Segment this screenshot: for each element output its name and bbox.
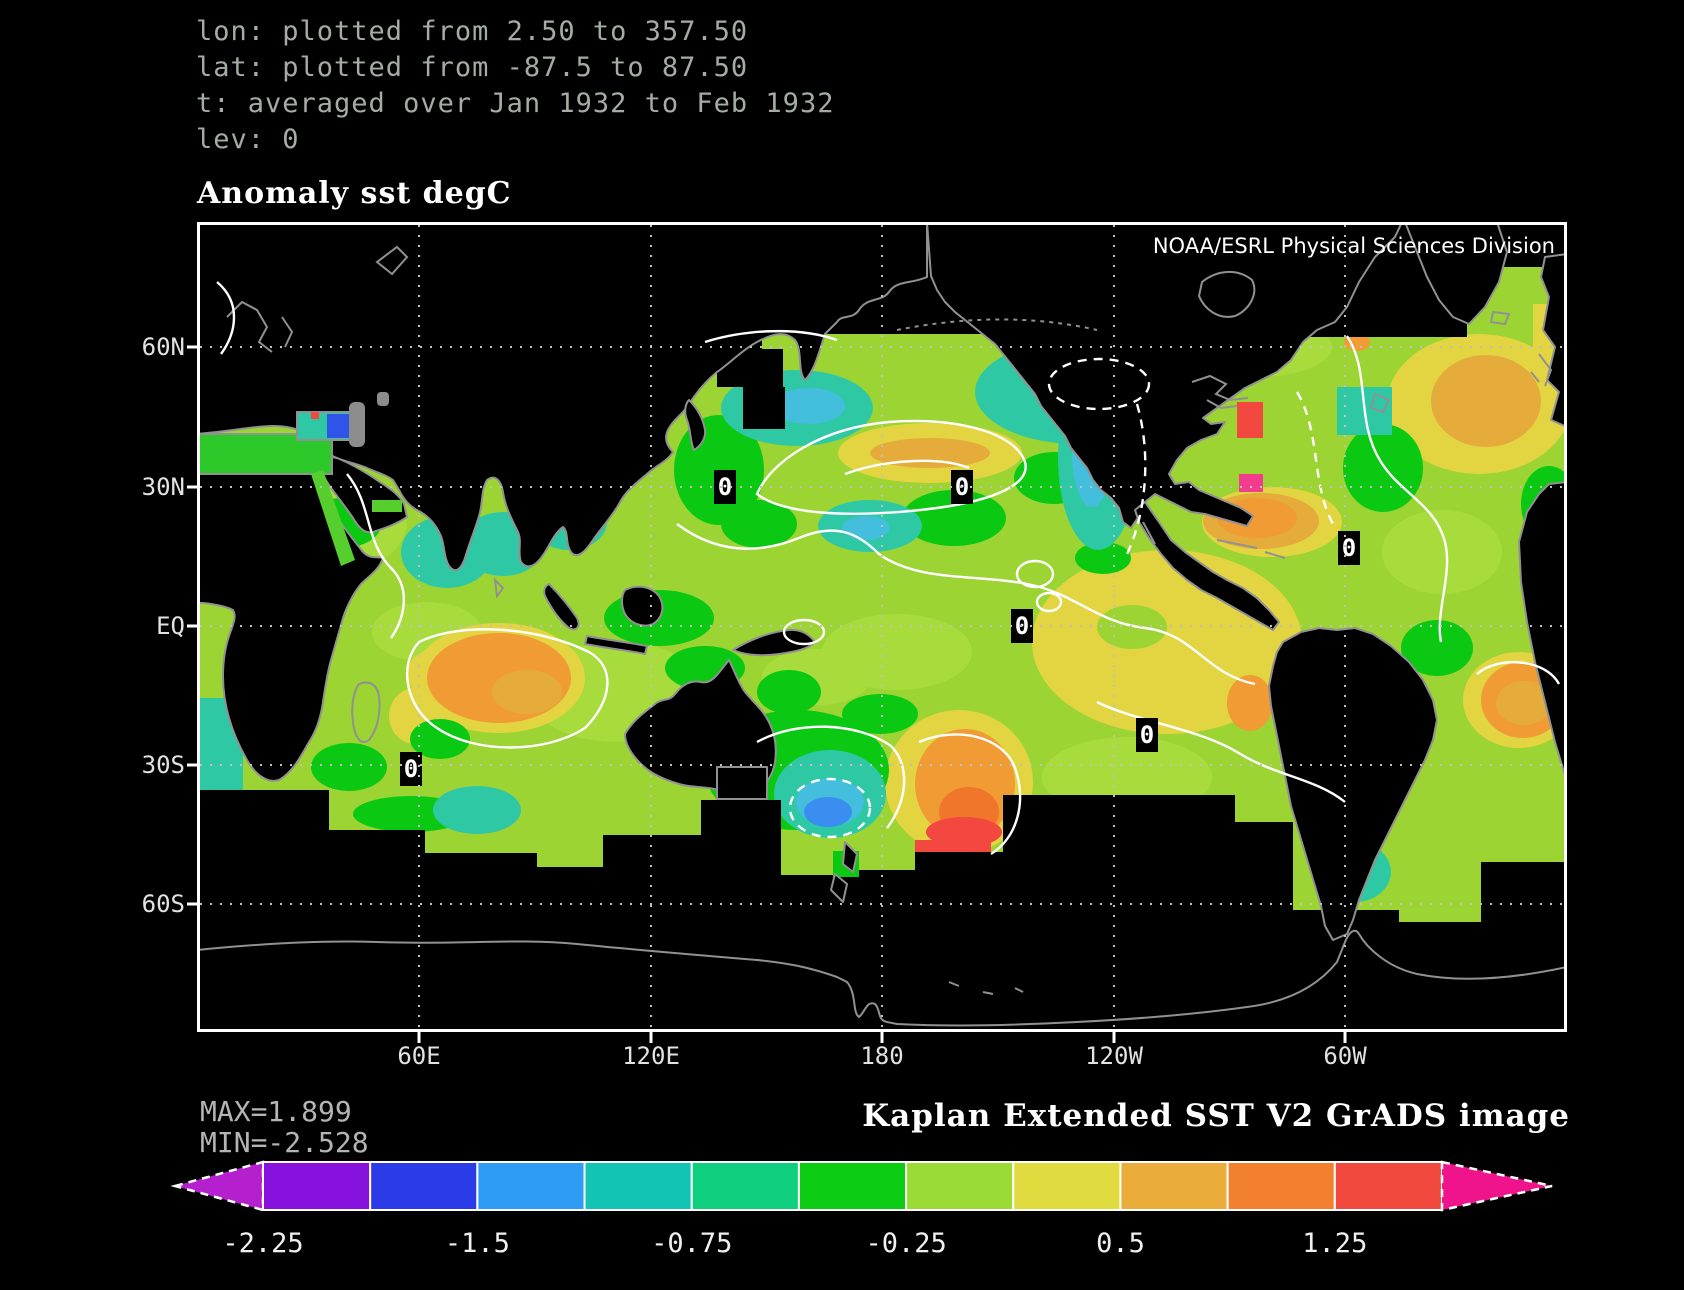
svg-text:1.25: 1.25 [1302,1228,1367,1259]
novaya-zemlya [375,245,409,276]
svg-text:0.5: 0.5 [1096,1228,1145,1259]
antarctic-islands [948,981,1024,995]
tasmania [716,766,768,800]
south-america [1268,627,1438,941]
madagascar [351,681,381,743]
lon-tick-label: 120E [622,1042,680,1070]
lat-tick-label: 60S [141,890,185,918]
lon-tick [649,1032,653,1043]
eurasia [197,222,928,572]
map-graticule [200,225,1564,1029]
warm-patch-pink [1239,474,1263,492]
marginal-seas [197,387,1392,566]
svg-text:0: 0 [404,755,418,783]
australia [624,659,777,795]
svg-text:0: 0 [1342,534,1356,562]
antarctica-coast [197,929,1567,1027]
borneo [621,585,664,627]
new-zealand [830,841,858,903]
lat-tick [187,485,198,489]
lon-tick-label: 60E [397,1042,441,1070]
lat-tick [187,763,198,767]
persian-gulf [372,500,402,512]
lon-tick [1343,1032,1347,1043]
lat-tick [187,902,198,906]
black-sea [296,411,352,441]
header-line: lev: 0 [196,124,300,155]
svg-text:0: 0 [1140,721,1154,749]
lat-tick-label: EQ [156,612,185,640]
lon-tick-label: 180 [860,1042,904,1070]
lat-tick [187,345,198,349]
japan [684,399,707,451]
continents [197,222,1567,941]
negative-contours-dashed [788,357,1335,839]
stat-max: MAX=1.899 [200,1095,352,1128]
sri-lanka [493,577,505,599]
sumatra [543,583,580,631]
lon-tick [417,1032,421,1043]
lon-tick [1112,1032,1116,1043]
red-sea [311,470,355,566]
header-line: t: averaged over Jan 1932 to Feb 1932 [196,88,835,119]
lon-tick [880,1032,884,1043]
map-credit: NOAA/ESRL Physical Sciences Division [1153,234,1555,258]
uk-ireland [1530,353,1553,387]
warm-patch-red [1237,402,1263,438]
header-line: lon: plotted from 2.50 to 357.50 [196,16,749,47]
dataset-caption: Kaplan Extended SST V2 GrADS image [862,1098,1570,1134]
contour-lines [216,281,1561,856]
lon-tick-label: 120W [1085,1042,1143,1070]
central-america [1134,501,1280,631]
great-lakes [1191,374,1249,410]
header-line: lat: plotted from -87.5 to 87.50 [196,52,749,83]
hudson-bay [1197,271,1256,318]
caribbean-islands [1142,521,1286,559]
colorbar: -2.25 -1.5 -0.75 -0.25 0.5 1.25 [170,1160,1553,1259]
coastline-details [197,245,1567,1027]
svg-text:-1.5: -1.5 [445,1228,510,1259]
north-america [926,222,1403,529]
lat-tick-label: 30N [141,473,185,501]
lon-tick-label: 60W [1323,1042,1367,1070]
lat-tick [187,624,198,628]
svg-text:-2.25: -2.25 [222,1228,303,1259]
lat-tick-label: 30S [141,751,185,779]
svg-text:-0.25: -0.25 [865,1228,946,1259]
java [584,635,648,655]
svg-text:0: 0 [718,473,732,501]
lat-tick-label: 60N [141,333,185,361]
africa-right-edge [1518,481,1567,783]
caspian-aral [349,392,389,447]
greenland [1404,222,1508,325]
map-frame [197,222,1567,1032]
scandinavia-coast [226,300,294,353]
plot-title: Anomaly sst degC [197,176,512,211]
iceland [1489,310,1511,326]
stat-min: MIN=-2.528 [200,1126,369,1159]
svg-text:-0.75: -0.75 [651,1228,732,1259]
